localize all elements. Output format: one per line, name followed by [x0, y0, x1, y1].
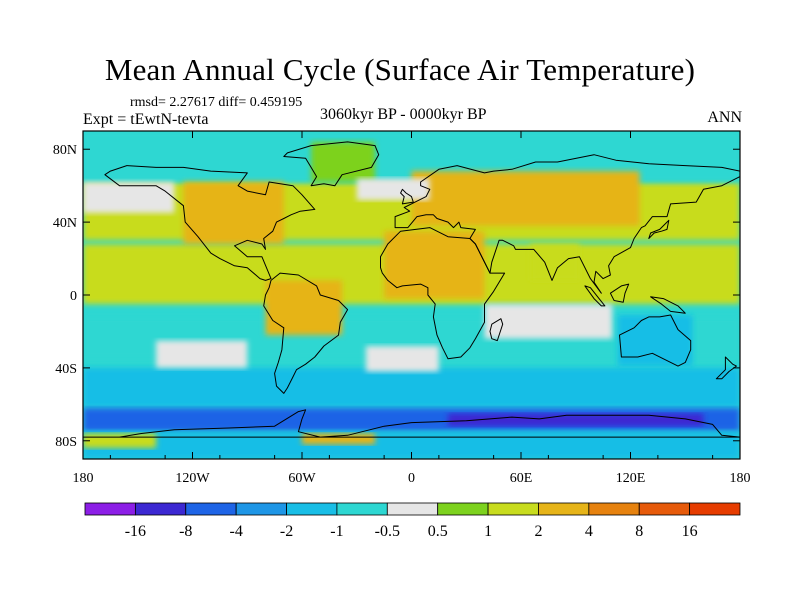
- coastline-borneo: [609, 283, 630, 303]
- coastline-australia: [619, 314, 692, 367]
- coastline-madagascar: [489, 318, 504, 342]
- region-south-pacific-neutral: [156, 340, 248, 368]
- coastline-greenland: [283, 141, 380, 187]
- region-north-atlantic-neutral: [356, 178, 430, 201]
- colorbar-swatch: [185, 502, 237, 516]
- region-eurasia-warm: [411, 171, 640, 226]
- colorbar-swatch: [689, 502, 741, 516]
- x-tick-label: 120E: [616, 471, 646, 486]
- region-ross-sea-warm: [83, 433, 156, 449]
- region-africa-warm: [384, 231, 485, 299]
- season-label: ANN: [707, 109, 742, 126]
- colorbar-swatch: [588, 502, 640, 516]
- region-australia: [617, 315, 693, 367]
- region-indian-ocean-neutral: [484, 304, 613, 339]
- x-tick-label: 0: [408, 471, 415, 486]
- colorbar-label: 8: [635, 523, 643, 540]
- experiment-label: Expt = tEwtN-tevta: [83, 111, 209, 128]
- x-axis: 180 120W 60W 0 60E 120E 180: [73, 131, 751, 486]
- colorbar-swatch: [84, 502, 136, 516]
- colorbar-swatch: [336, 502, 388, 516]
- y-tick-label: 0: [70, 289, 77, 304]
- colorbar-label: -4: [229, 523, 242, 540]
- coastline-uk: [400, 188, 414, 205]
- colorbar-swatch: [286, 502, 338, 516]
- y-tick-label: 40S: [55, 362, 77, 377]
- colorbar-label: -8: [179, 523, 192, 540]
- colorbar: -16 -8 -4 -2 -1 -0.5 0.5 1 2 4 8 16: [84, 502, 741, 540]
- colorbar-swatch: [235, 502, 287, 516]
- colorbar-label: -2: [280, 523, 293, 540]
- colorbar-label: -0.5: [375, 523, 400, 540]
- colorbar-swatch: [538, 502, 590, 516]
- x-tick-label: 180: [730, 471, 751, 486]
- colorbar-label: 4: [585, 523, 593, 540]
- coastline-new-guinea: [650, 296, 686, 314]
- region-north-pacific-neutral: [83, 182, 175, 213]
- y-tick-label: 40N: [53, 216, 77, 231]
- coastline-eurasia: [394, 154, 740, 294]
- colorbar-swatch: [386, 502, 439, 516]
- region-southern-ocean: [83, 367, 740, 408]
- coastline-south-america: [263, 272, 349, 394]
- y-axis: 80N 40N 0 40S 80S: [53, 143, 740, 450]
- coastline-new-zealand: [715, 356, 737, 380]
- region-weddell-warm: [302, 433, 375, 445]
- region-south-atlantic-neutral: [365, 346, 439, 372]
- coastline-sumatra: [584, 285, 606, 307]
- colorbar-label: 0.5: [428, 523, 448, 540]
- coastline-north-america: [104, 165, 316, 281]
- coastlines: [83, 141, 740, 438]
- colorbar-label: -1: [330, 523, 343, 540]
- colorbar-label: 2: [534, 523, 542, 540]
- coastline-antarctica: [83, 409, 740, 438]
- period-label: 3060kyr BP - 0000kyr BP: [320, 106, 487, 123]
- y-tick-label: 80N: [53, 143, 77, 158]
- colorbar-swatch: [134, 502, 187, 516]
- region-south-america-warm: [265, 280, 343, 336]
- chart-title: Mean Annual Cycle (Surface Air Temperatu…: [104, 52, 696, 87]
- x-tick-label: 60W: [288, 471, 316, 486]
- colorbar-label: 16: [682, 523, 698, 540]
- colorbar-swatch: [437, 502, 489, 516]
- colorbar-swatch: [638, 502, 691, 516]
- x-tick-label: 120W: [175, 471, 210, 486]
- region-north-america-warm: [183, 182, 284, 244]
- y-tick-label: 80S: [55, 435, 77, 450]
- coastline-africa: [380, 227, 506, 360]
- coastline-japan: [648, 219, 670, 239]
- stats-text: rmsd= 2.27617 diff= 0.459195: [130, 95, 303, 110]
- colorbar-swatch: [487, 502, 539, 516]
- colorbar-label: -16: [125, 523, 146, 540]
- temperature-field: [83, 131, 740, 459]
- x-tick-label: 60E: [510, 471, 533, 486]
- colorbar-label: 1: [484, 523, 492, 540]
- x-tick-label: 180: [73, 471, 94, 486]
- region-greenland: [311, 141, 375, 183]
